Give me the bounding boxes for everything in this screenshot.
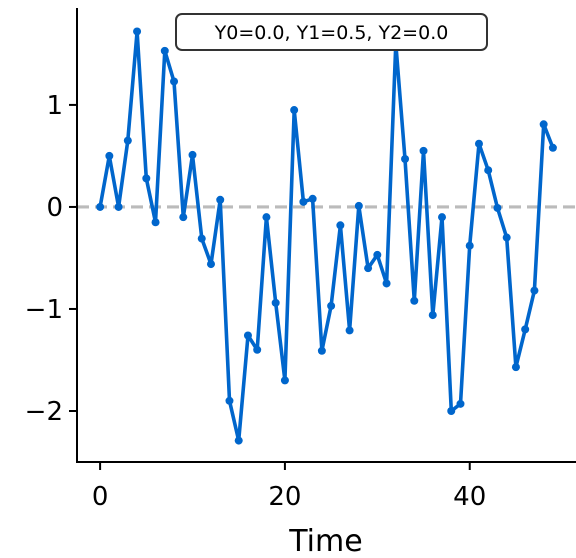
data-point <box>317 346 326 355</box>
data-point <box>354 201 363 210</box>
data-point <box>345 326 354 335</box>
data-point <box>188 150 197 159</box>
x-tick-label: 40 <box>453 482 486 512</box>
data-point <box>447 406 456 415</box>
data-point <box>253 345 262 354</box>
data-point <box>474 139 483 148</box>
x-tick-label: 0 <box>92 482 109 512</box>
data-point <box>243 331 252 340</box>
data-point <box>382 279 391 288</box>
data-point <box>456 399 465 408</box>
data-point <box>96 202 105 211</box>
data-point <box>142 174 151 183</box>
series-line <box>98 29 555 443</box>
data-point <box>133 27 142 36</box>
data-point <box>484 166 493 175</box>
data-point <box>206 260 215 269</box>
annotation-box: Y0=0.0, Y1=0.5, Y2=0.0 <box>175 13 488 51</box>
data-point <box>234 436 243 445</box>
data-point <box>151 218 160 227</box>
data-point <box>530 286 539 295</box>
x-tick-label: 20 <box>268 482 301 512</box>
x-axis-title: Time <box>288 524 362 558</box>
data-point <box>290 106 299 115</box>
y-tick-label: 0 <box>46 193 63 223</box>
y-tick-label: −2 <box>25 397 63 427</box>
data-point <box>123 136 132 145</box>
data-point <box>179 213 188 222</box>
data-point <box>493 203 502 212</box>
data-point <box>216 195 225 204</box>
axes: 0 20 40 −2 −1 0 1 <box>25 8 576 512</box>
data-point <box>364 264 373 273</box>
data-point <box>511 363 520 372</box>
data-point <box>336 221 345 230</box>
data-point <box>419 146 428 155</box>
data-point <box>262 213 271 222</box>
data-point <box>373 250 382 259</box>
data-point <box>114 202 123 211</box>
data-point <box>280 376 289 385</box>
annotation-frame <box>175 13 488 51</box>
data-point <box>428 311 437 320</box>
data-point <box>308 194 317 203</box>
data-point <box>410 296 419 305</box>
data-point <box>327 301 336 310</box>
data-point <box>225 396 234 405</box>
data-point <box>438 213 447 222</box>
data-point <box>401 154 410 163</box>
data-point <box>271 298 280 307</box>
data-point <box>465 241 474 250</box>
data-point <box>160 46 169 55</box>
y-tick-label: −1 <box>25 295 63 325</box>
data-point <box>170 77 179 86</box>
data-point <box>548 143 557 152</box>
data-point <box>521 325 530 334</box>
data-point <box>539 120 548 129</box>
data-point <box>299 197 308 206</box>
y-tick-label: 1 <box>46 91 63 121</box>
data-point <box>502 233 511 242</box>
data-point <box>197 234 206 243</box>
annotation-text: Y0=0.0, Y1=0.5, Y2=0.0 <box>214 22 449 44</box>
plot-area <box>77 27 576 445</box>
data-point <box>105 151 114 160</box>
